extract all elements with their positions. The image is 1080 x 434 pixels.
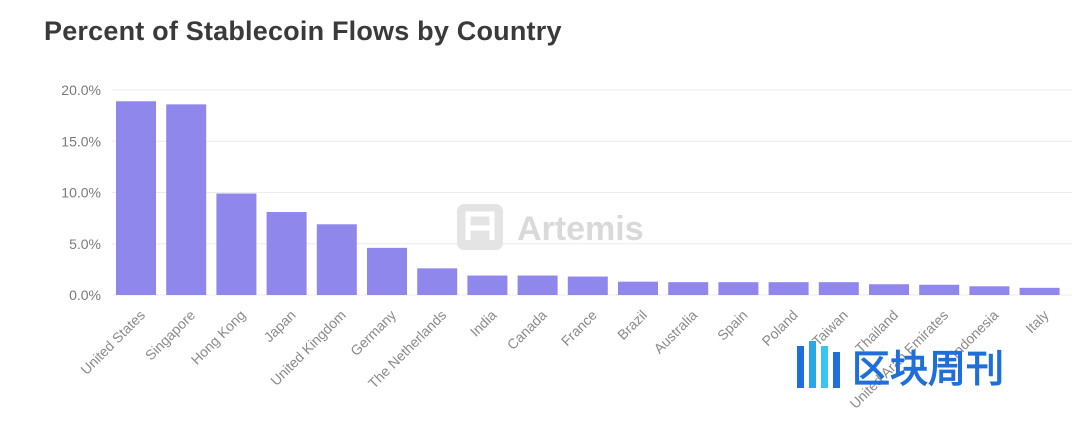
y-tick-label: 20.0% bbox=[61, 82, 101, 98]
bar bbox=[216, 193, 257, 295]
x-tick-label: India bbox=[467, 307, 500, 340]
logo-bar-icon bbox=[797, 346, 804, 388]
watermark-text: Artemis bbox=[517, 210, 644, 248]
y-tick-label: 0.0% bbox=[69, 287, 101, 303]
bar bbox=[517, 275, 558, 295]
bar bbox=[818, 282, 859, 295]
bar bbox=[919, 284, 960, 295]
logo-text: 区块周刊 bbox=[852, 347, 1004, 391]
bar bbox=[969, 286, 1010, 295]
bar bbox=[367, 247, 407, 295]
bar bbox=[768, 282, 809, 295]
bar bbox=[166, 104, 207, 295]
qukuai-logo: 区块周刊 bbox=[797, 341, 1004, 391]
x-tick-label: Poland bbox=[759, 307, 801, 349]
x-tick-label: France bbox=[558, 307, 600, 349]
bar bbox=[417, 268, 458, 295]
x-tick-label: Canada bbox=[504, 307, 550, 353]
bar bbox=[567, 276, 608, 295]
bar bbox=[266, 211, 307, 295]
y-tick-label: 15.0% bbox=[61, 133, 101, 149]
y-tick-label: 5.0% bbox=[69, 236, 101, 252]
logo-bar-icon bbox=[833, 352, 840, 388]
bar bbox=[869, 284, 909, 295]
chart-title: Percent of Stablecoin Flows by Country bbox=[44, 16, 562, 46]
logo-bar-icon bbox=[821, 346, 828, 388]
x-tick-label: Italy bbox=[1022, 307, 1051, 336]
x-tick-label: United States bbox=[77, 307, 148, 378]
x-tick-label: Hong Kong bbox=[188, 307, 249, 368]
bar bbox=[316, 224, 357, 295]
x-tick-label: Brazil bbox=[614, 307, 650, 343]
bar bbox=[668, 282, 709, 295]
bars bbox=[116, 101, 1060, 296]
logo-bar-icon bbox=[809, 341, 816, 388]
x-tick-label: Japan bbox=[260, 307, 298, 345]
x-tick-label: Spain bbox=[714, 307, 751, 344]
bar bbox=[467, 275, 508, 295]
artemis-watermark: Artemis bbox=[457, 204, 644, 250]
bar bbox=[718, 282, 759, 295]
bar bbox=[116, 101, 156, 296]
bar bbox=[618, 281, 658, 295]
x-tick-label: Australia bbox=[650, 307, 700, 357]
x-tick-label: Germany bbox=[347, 307, 399, 359]
y-tick-label: 10.0% bbox=[61, 185, 101, 201]
y-axis-ticks: 0.0% 5.0% 10.0% 15.0% 20.0% bbox=[61, 82, 101, 303]
bar bbox=[1019, 287, 1060, 295]
